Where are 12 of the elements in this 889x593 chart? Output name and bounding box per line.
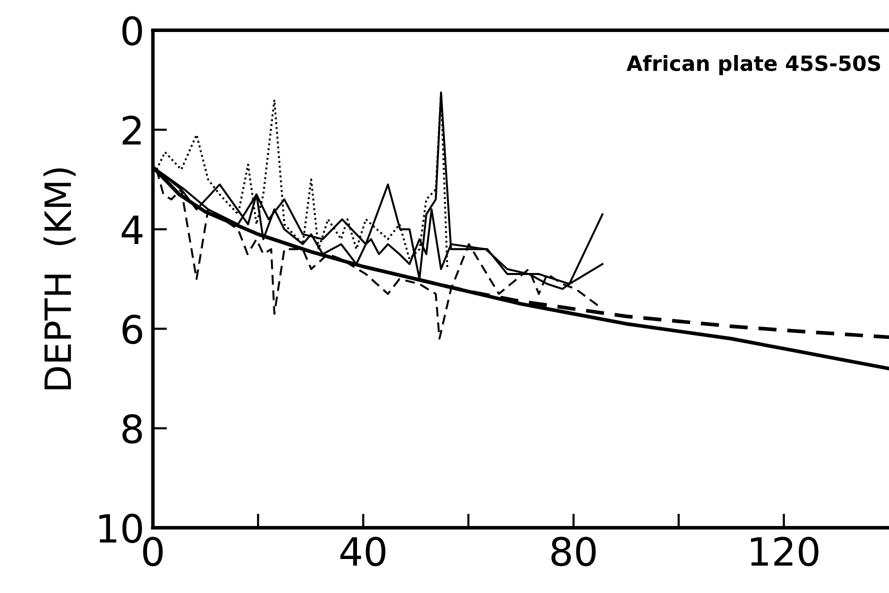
- x-tick-label: 0: [143, 536, 163, 566]
- y-tick-label: 6: [122, 314, 142, 344]
- y-tick-label: 4: [122, 216, 142, 244]
- x-tick-label: 80: [551, 536, 596, 566]
- y-axis-title: DEPTH (KM): [44, 168, 76, 390]
- y-tick-label: 10: [99, 514, 142, 544]
- y-tick-label: 0: [122, 16, 142, 46]
- x-tick-label: 120: [751, 536, 818, 566]
- y-tick-label: 2: [122, 116, 141, 145]
- annotation: African plate 45S-50S: [626, 54, 880, 76]
- x-tick-label: 40: [340, 536, 386, 566]
- y-tick-label: 8: [122, 414, 142, 444]
